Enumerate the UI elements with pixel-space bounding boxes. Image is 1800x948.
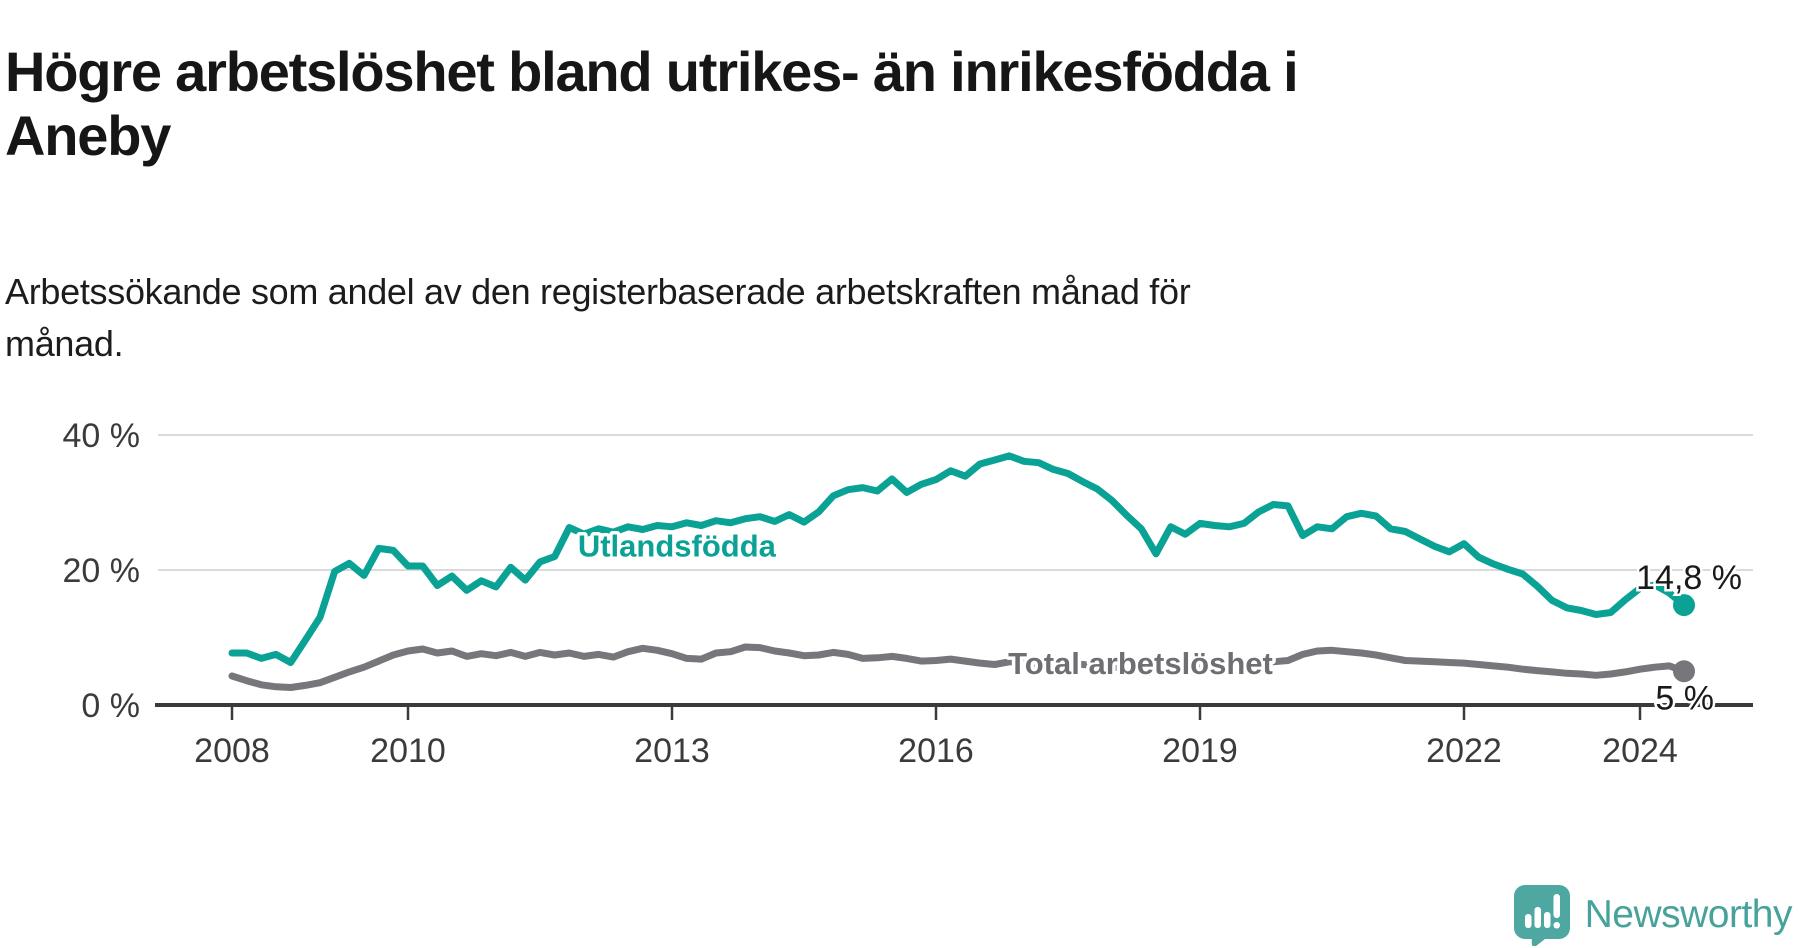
newsworthy-logo-text: Newsworthy (1584, 893, 1793, 936)
y-axis-label-40: 40 % (63, 417, 141, 455)
newsworthy-icon (1513, 885, 1570, 946)
y-axis-label-20: 20 % (63, 552, 141, 590)
chart-title: Högre arbetslöshet bland utrikes- än inr… (5, 39, 1299, 167)
x-axis-label-2019: 2019 (1162, 732, 1238, 770)
x-axis-label-2024: 2024 (1602, 732, 1678, 770)
end-dot-total-arbetsloshet (1673, 660, 1696, 683)
end-label-utlandsfodda: 14,8 % (1636, 559, 1742, 597)
chart-subtitle: Arbetssökande som andel av den registerb… (5, 271, 1191, 364)
x-axis-label-2008: 2008 (194, 732, 270, 770)
newsworthy-logo: Newsworthy (1513, 884, 1793, 946)
series-line-total-arbetsloshet (228, 643, 1688, 691)
x-axis-label-2013: 2013 (634, 732, 710, 770)
end-label-total-arbetsloshet: 5 % (1655, 679, 1714, 717)
x-axis-label-2010: 2010 (370, 732, 446, 770)
x-axis-label-2016: 2016 (898, 732, 974, 770)
x-axis-label-2022: 2022 (1426, 732, 1502, 770)
series-label-utlandsfodda: Utlandsfödda (578, 529, 777, 564)
series-line-utlandsfodda (228, 452, 1688, 666)
series-label-total-arbetsloshet: Total arbetslöshet (1008, 646, 1273, 681)
y-axis-label-0: 0 % (81, 687, 140, 725)
end-dot-utlandsfodda (1673, 594, 1696, 617)
